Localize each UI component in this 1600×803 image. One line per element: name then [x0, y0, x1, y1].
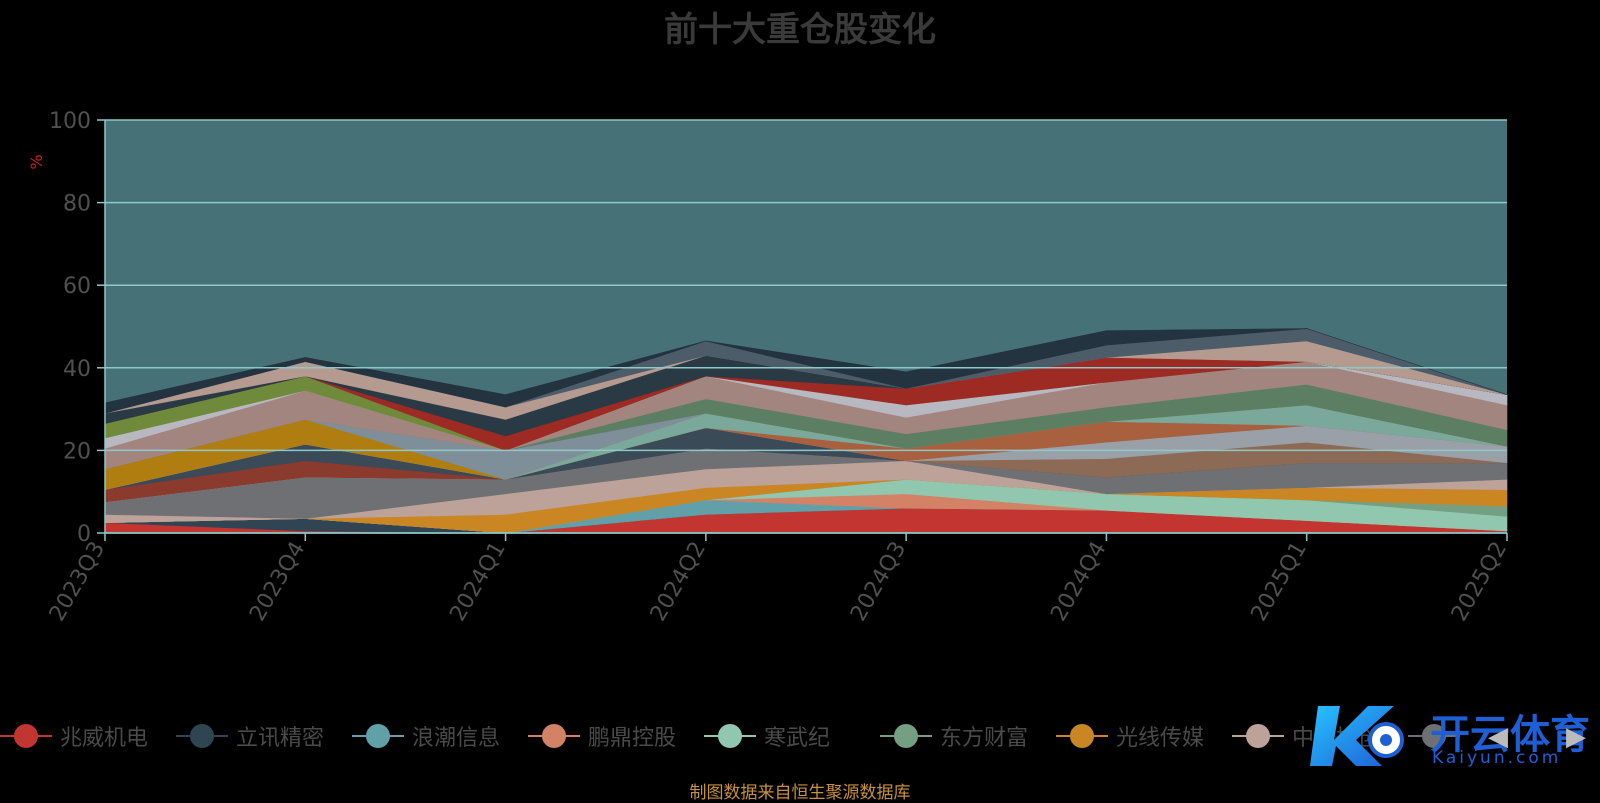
legend-label: 兆威机电	[60, 726, 149, 751]
x-tick-label: 2023Q4	[245, 538, 310, 626]
legend-item[interactable]: 鹏鼎控股	[528, 718, 676, 754]
y-axis-unit: %	[27, 154, 46, 169]
legend-item[interactable]: 立讯精密	[176, 718, 324, 754]
legend-item[interactable]: 兆威机电	[0, 718, 148, 754]
legend-marker-icon	[0, 724, 52, 748]
legend-item[interactable]: 浪潮信息	[352, 718, 500, 754]
legend-item[interactable]: 光线传媒	[1056, 718, 1204, 754]
legend-marker-icon	[528, 724, 580, 748]
legend-marker-icon	[1232, 724, 1284, 748]
legend-next-page-icon[interactable]: ▶	[1566, 722, 1586, 752]
legend-marker-icon	[880, 724, 932, 748]
legend-label: 光线传媒	[1116, 726, 1205, 751]
x-tick-label: 2024Q4	[1046, 538, 1111, 626]
y-tick-label: 40	[63, 357, 91, 382]
x-tick-label: 2025Q1	[1247, 538, 1312, 626]
legend-label: 寒武纪	[764, 726, 831, 751]
legend-marker-icon	[1408, 724, 1460, 748]
legend-label: 鹏鼎控股	[588, 726, 677, 751]
legend-item[interactable]: 寒武纪	[704, 718, 830, 754]
legend-label: 东方财富	[940, 726, 1029, 751]
series-layer	[104, 328, 1508, 534]
x-tick-label: 2024Q3	[846, 538, 911, 626]
x-tick-label: 2025Q2	[1447, 538, 1512, 626]
watermark: 开云体育 Kaiyun.com	[1310, 700, 1600, 770]
legend-marker-icon	[352, 724, 404, 748]
y-tick-label: 100	[49, 109, 91, 134]
y-tick-label: 20	[63, 439, 91, 464]
x-tick-label: 2023Q3	[45, 538, 110, 626]
y-tick-label: 80	[63, 192, 91, 217]
legend-marker-icon	[1056, 724, 1108, 748]
legend-label: 立讯精密	[236, 726, 325, 751]
grid-layer: 0 20 40 60 80 100	[49, 109, 1507, 547]
x-tick-label: 2024Q1	[445, 538, 510, 626]
legend-item[interactable]	[1408, 718, 1468, 754]
y-tick-label: 0	[77, 522, 91, 547]
watermark-text-en: Kaiyun.com	[1432, 748, 1562, 768]
legend-marker-icon	[704, 724, 756, 748]
legend-item[interactable]: 东方财富	[880, 718, 1028, 754]
legend-marker-icon	[176, 724, 228, 748]
chart-title: 前十大重仓股变化	[664, 10, 936, 50]
source-note: 制图数据来自恒生聚源数据库	[689, 783, 911, 803]
legend-label: 浪潮信息	[412, 726, 501, 751]
legend-prev-page-icon[interactable]: ◀	[1488, 722, 1508, 752]
x-tick-label: 2024Q2	[646, 538, 711, 626]
watermark-text-cn: 开云体育	[1430, 712, 1590, 758]
kaiyun-logo-icon	[1310, 706, 1404, 766]
y-tick-label: 60	[63, 274, 91, 299]
